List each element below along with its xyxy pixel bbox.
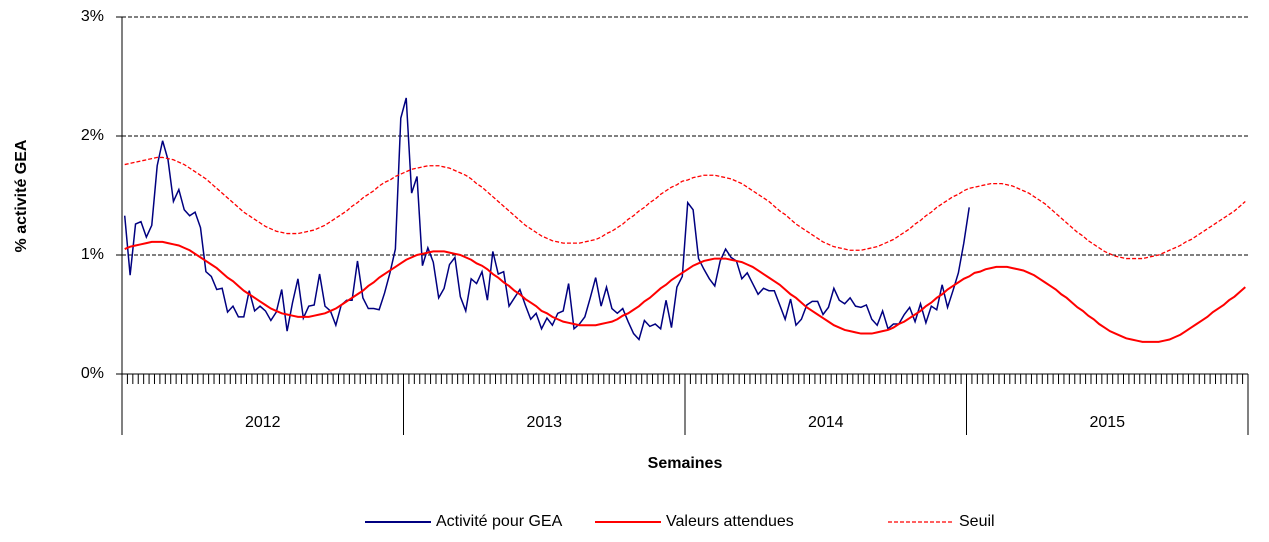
- x-group-label: 2013: [526, 414, 562, 431]
- series-line: [124, 156, 1246, 260]
- x-group-label: 2015: [1089, 414, 1125, 431]
- y-tick-label: 2%: [81, 127, 104, 144]
- legend-label: Valeurs attendues: [666, 513, 794, 530]
- legend-label: Seuil: [959, 513, 995, 530]
- y-tick-label: 0%: [81, 365, 104, 382]
- x-group-label: 2014: [808, 414, 844, 431]
- x-axis-label: Semaines: [648, 455, 723, 472]
- y-axis-label: % activité GEA: [13, 139, 30, 252]
- y-tick-label: 3%: [81, 8, 104, 25]
- series-line: [124, 240, 1246, 343]
- x-group-label: 2012: [245, 414, 281, 431]
- legend-label: Activité pour GEA: [436, 513, 563, 530]
- series-line: [123, 97, 970, 341]
- y-tick-label: 1%: [81, 246, 104, 263]
